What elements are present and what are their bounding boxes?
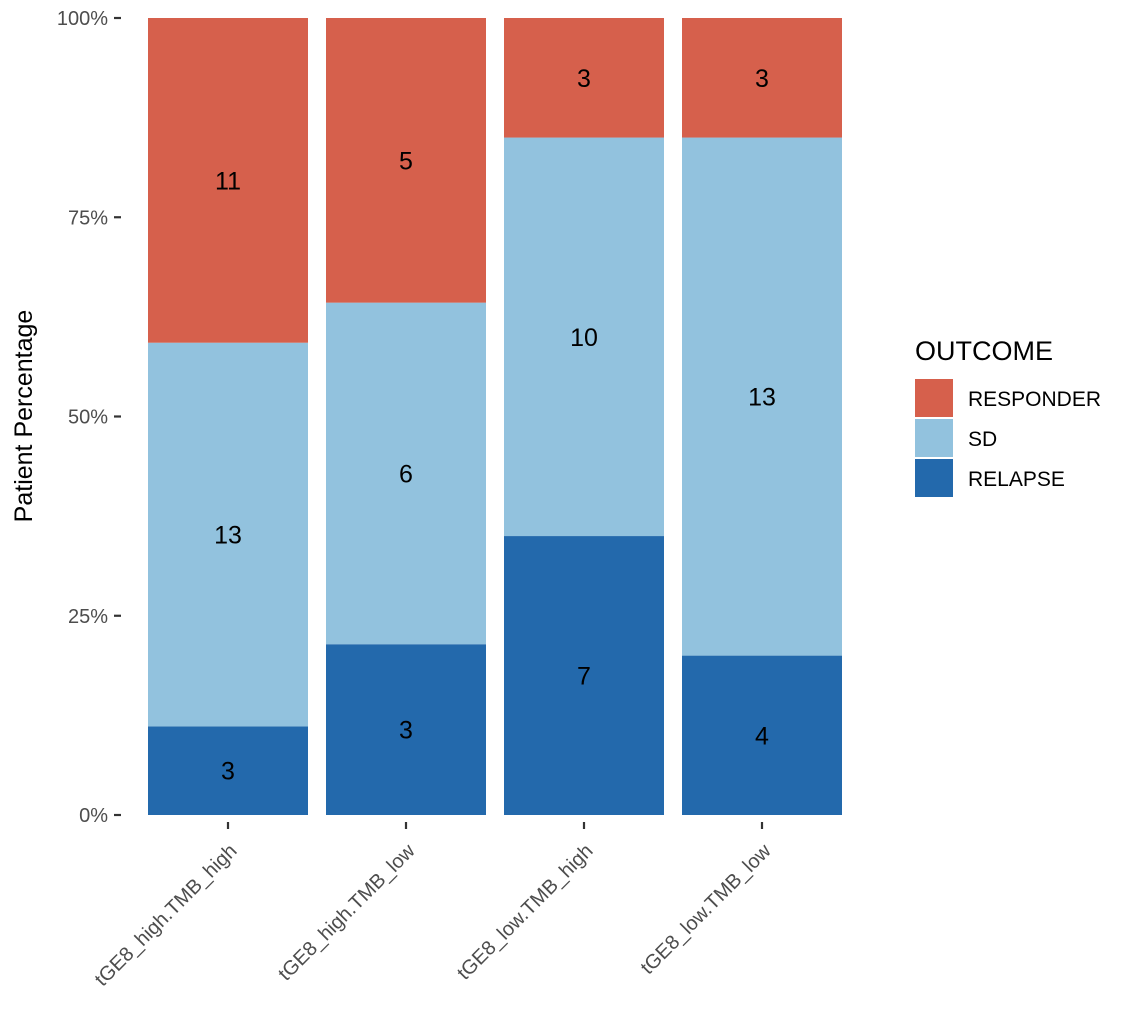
bar-segment-relapse xyxy=(326,644,486,815)
x-tick-label: tGE8_low.TMB_high xyxy=(453,840,597,984)
bars: 3 13 11 3 6 5 7 10 3 4 13 3 xyxy=(148,18,842,815)
x-axis: tGE8_high.TMB_high tGE8_high.TMB_low tGE8_… xyxy=(91,822,776,991)
bar-value-label: 5 xyxy=(399,147,413,175)
bar-value-label: 13 xyxy=(214,522,242,550)
bar-segment-sd xyxy=(326,302,486,645)
bar-segment-relapse xyxy=(504,536,664,815)
bar-value-label: 4 xyxy=(755,722,769,750)
y-tick-label: 0% xyxy=(79,805,108,827)
bar-segment-sd xyxy=(148,342,308,727)
bar-value-label: 3 xyxy=(221,758,235,786)
bar-segment-responder xyxy=(326,18,486,303)
y-axis-title: Patient Percentage xyxy=(10,310,38,523)
bar-value-label: 13 xyxy=(748,384,776,412)
bar-value-label: 7 xyxy=(577,663,591,691)
x-tick-label: tGE8_high.TMB_high xyxy=(91,840,242,991)
bar-segment-responder xyxy=(504,18,664,138)
y-tick-label: 50% xyxy=(68,407,108,429)
bar-value-label: 3 xyxy=(755,65,769,93)
bar-segment-relapse xyxy=(148,726,308,815)
legend-key-relapse xyxy=(915,459,953,497)
legend-label: SD xyxy=(968,428,997,451)
bar-segment-relapse xyxy=(682,655,842,815)
bar-value-label: 11 xyxy=(215,167,241,195)
bar-value-label: 3 xyxy=(399,717,413,745)
bar-segment-sd xyxy=(504,137,664,537)
y-tick-label: 100% xyxy=(57,8,108,30)
bar-segment-sd xyxy=(682,137,842,656)
bar-value-label: 3 xyxy=(577,65,591,93)
y-tick-label: 75% xyxy=(68,207,108,229)
bar-segment-responder xyxy=(148,18,308,343)
bar-value-label: 10 xyxy=(570,324,598,352)
bar-value-label: 6 xyxy=(399,460,413,488)
legend: OUTCOME RESPONDER SD RELAPSE xyxy=(915,336,1101,497)
legend-key-responder xyxy=(915,379,953,417)
x-tick-label: tGE8_low.TMB_low xyxy=(637,840,776,979)
x-tick-label: tGE8_high.TMB_low xyxy=(274,840,420,986)
legend-key-sd xyxy=(915,419,953,457)
y-tick-label: 25% xyxy=(68,606,108,628)
legend-label: RELAPSE xyxy=(968,468,1065,491)
bar-segment-responder xyxy=(682,18,842,138)
legend-label: RESPONDER xyxy=(968,388,1101,411)
legend-title: OUTCOME xyxy=(915,336,1053,366)
y-axis: 0% 25% 50% 75% 100% xyxy=(57,8,121,827)
